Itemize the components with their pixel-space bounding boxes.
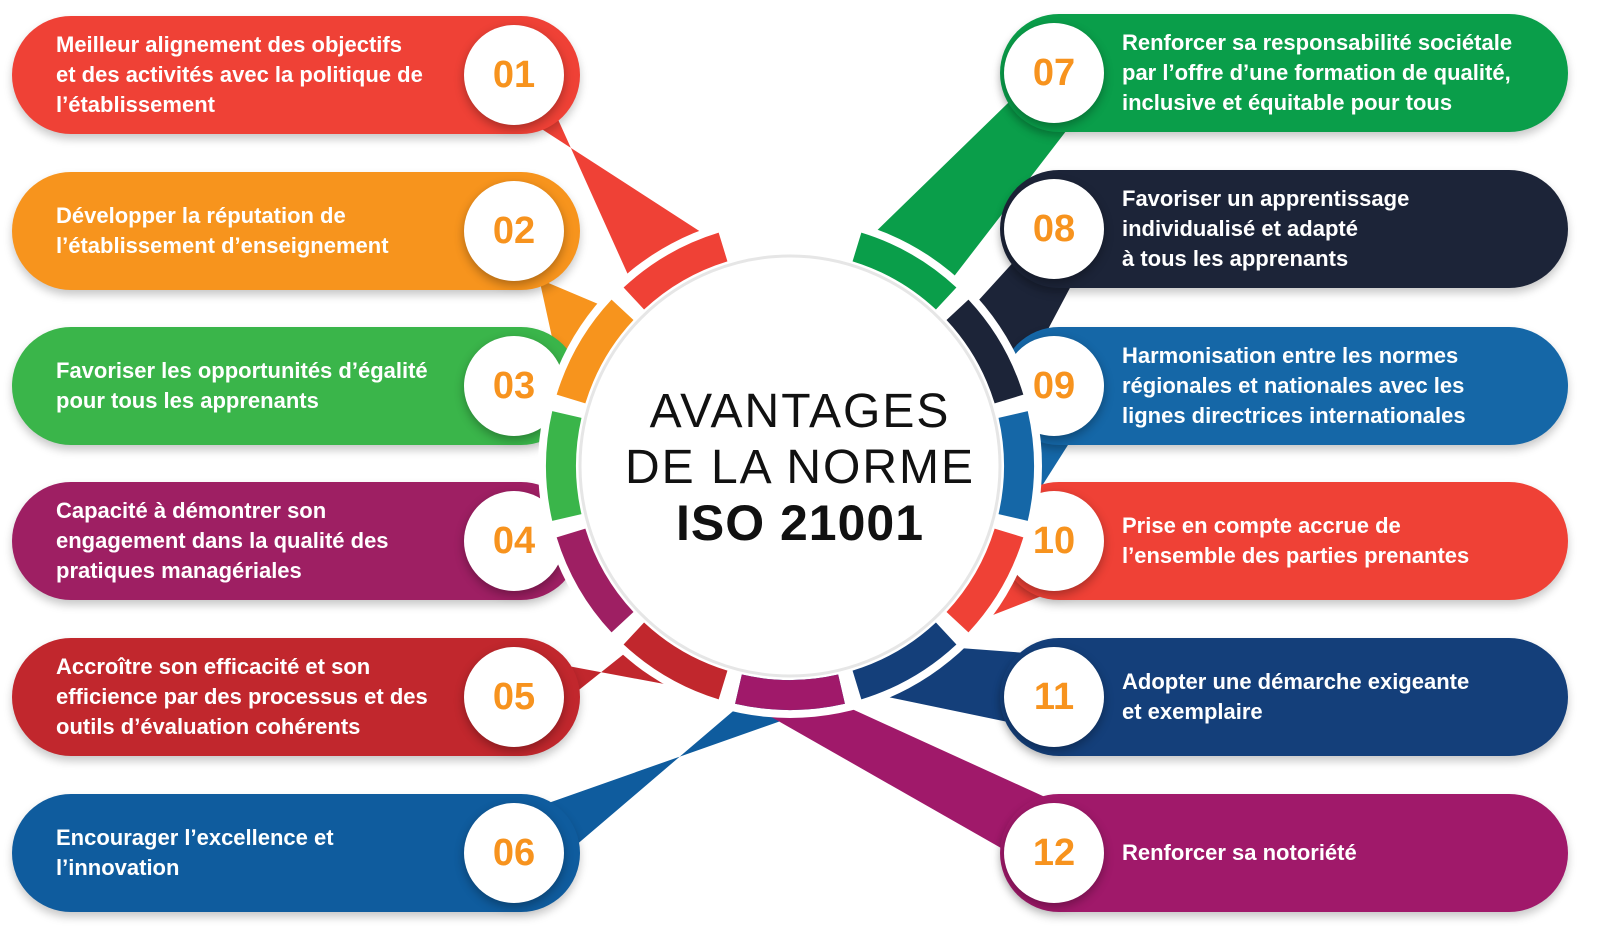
benefit-05: Accroître son efficacité et son efficien… xyxy=(12,638,580,756)
ring-segment-08 xyxy=(946,299,1024,404)
benefit-05-number: 05 xyxy=(464,647,564,747)
benefit-02-number: 02 xyxy=(464,181,564,281)
benefit-10-text: Prise en compte accrue de l’ensemble des… xyxy=(1122,513,1470,568)
title-line-2: DE LA NORME xyxy=(624,441,976,494)
benefit-08-text: Favoriser un apprentissage individualisé… xyxy=(1122,186,1410,271)
benefit-07: 07 Renforcer sa responsabilité sociétale… xyxy=(1000,14,1568,132)
benefit-11-number: 11 xyxy=(1004,647,1104,747)
benefit-04-text: Capacité à démontrer son engagement dans… xyxy=(56,498,389,583)
ring-segment-10 xyxy=(946,528,1024,633)
ring-segment-12 xyxy=(735,674,845,710)
benefit-02-text: Développer la réputation de l’établissem… xyxy=(56,203,389,258)
benefit-06-number: 06 xyxy=(464,803,564,903)
ring-segment-05 xyxy=(623,622,728,700)
benefit-06: Encourager l’excellence et l’innovation … xyxy=(12,794,580,912)
benefit-08-number: 08 xyxy=(1004,179,1104,279)
benefit-01-number: 01 xyxy=(464,25,564,125)
connector-band-01 xyxy=(520,35,712,285)
ring-segment-02 xyxy=(556,299,634,404)
benefit-06-text: Encourager l’excellence et l’innovation xyxy=(56,825,334,880)
ring-segment-04 xyxy=(556,528,634,633)
benefit-01-text: Meilleur alignement des objectifs et des… xyxy=(56,32,423,117)
ring-segment-01 xyxy=(623,232,728,310)
benefit-03-text: Favoriser les opportunités d’égalité pou… xyxy=(56,358,428,413)
benefit-05-text: Accroître son efficacité et son efficien… xyxy=(56,654,428,739)
benefit-01: Meilleur alignement des objectifs et des… xyxy=(12,16,580,134)
ring-segment-11 xyxy=(852,622,957,700)
benefit-09: 09 Harmonisation entre les normes région… xyxy=(1000,327,1568,445)
benefit-11: 11 Adopter une démarche exigeante et exe… xyxy=(1000,638,1568,756)
benefit-12-text: Renforcer sa notoriété xyxy=(1122,840,1357,865)
hub-inner-circle xyxy=(578,254,1002,678)
benefit-08: 08 Favoriser un apprentissage individual… xyxy=(1000,170,1568,288)
benefit-03: Favoriser les opportunités d’égalité pou… xyxy=(12,327,580,445)
benefit-12-number: 12 xyxy=(1004,803,1104,903)
ring-segment-07 xyxy=(852,232,957,310)
benefit-12: 12 Renforcer sa notoriété xyxy=(1000,794,1568,912)
benefit-07-text: Renforcer sa responsabilité sociétale pa… xyxy=(1122,30,1513,115)
connector-band-06 xyxy=(520,701,836,893)
benefit-09-text: Harmonisation entre les normes régionale… xyxy=(1122,343,1466,428)
ring-segment-03 xyxy=(546,411,582,521)
benefit-02: Développer la réputation de l’établissem… xyxy=(12,172,580,290)
benefit-04: Capacité à démontrer son engagement dans… xyxy=(12,482,580,600)
title-line-1: AVANTAGES xyxy=(649,385,951,438)
benefit-07-number: 07 xyxy=(1004,23,1104,123)
connector-band-12 xyxy=(744,701,1080,893)
title-line-3: ISO 21001 xyxy=(675,495,925,551)
benefit-11-text: Adopter une démarche exigeante et exempl… xyxy=(1122,669,1470,724)
ring-segment-09 xyxy=(998,411,1035,521)
